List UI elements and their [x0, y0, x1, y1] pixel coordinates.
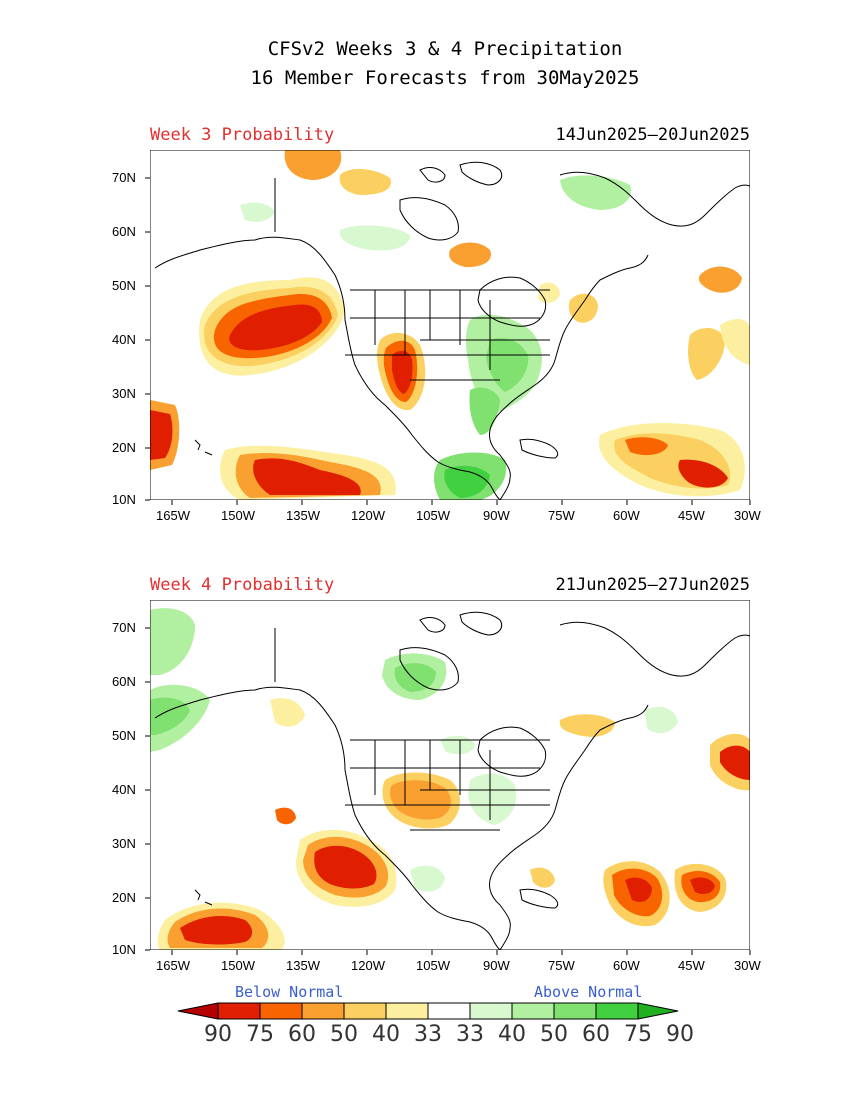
lon-label: 90W: [483, 958, 510, 973]
lon-label: 60W: [613, 508, 640, 523]
panel-2-coastlines: [154, 611, 750, 950]
lon-label: 105W: [416, 958, 450, 973]
lon-label: 60W: [613, 958, 640, 973]
lon-label: 105W: [416, 508, 450, 523]
lat-label: 30N: [112, 836, 136, 851]
legend-swatch: [343, 1002, 387, 1020]
legend-number: 33: [456, 1022, 484, 1047]
lon-label: 75W: [548, 958, 575, 973]
lat-label: 70N: [112, 170, 136, 185]
lon-label: 30W: [734, 958, 761, 973]
legend-number: 33: [414, 1022, 442, 1047]
lat-label: 30N: [112, 386, 136, 401]
panel-2-probability-fill: [150, 608, 750, 950]
lon-label: 165W: [156, 958, 190, 973]
lon-label: 150W: [221, 958, 255, 973]
panel-1-coastlines: [154, 161, 750, 500]
lon-label: 45W: [678, 958, 705, 973]
legend-swatch: [553, 1002, 597, 1020]
lon-label: 135W: [286, 508, 320, 523]
lon-label: 120W: [351, 958, 385, 973]
lon-label: 135W: [286, 958, 320, 973]
legend-number: 60: [288, 1022, 316, 1047]
lat-label: 60N: [112, 674, 136, 689]
lat-label: 60N: [112, 224, 136, 239]
panel-1-probability-fill: [150, 150, 750, 500]
panel-1-ticks: [145, 177, 751, 505]
lat-label: 20N: [112, 440, 136, 455]
legend-arrow-below: [177, 1002, 219, 1020]
panel-2-title: Week 4 Probability: [150, 575, 335, 595]
legend-swatch: [217, 1002, 261, 1020]
legend-number: 40: [372, 1022, 400, 1047]
lat-label: 70N: [112, 620, 136, 635]
legend-number: 75: [246, 1022, 274, 1047]
lat-label: 40N: [112, 332, 136, 347]
lat-label: 10N: [112, 942, 136, 957]
color-legend-bar: [177, 1002, 679, 1020]
panel-2-ticks: [145, 627, 751, 955]
lat-label: 50N: [112, 278, 136, 293]
legend-swatch: [259, 1002, 303, 1020]
lon-label: 75W: [548, 508, 575, 523]
legend-swatch: [427, 1002, 471, 1020]
legend-swatch: [469, 1002, 513, 1020]
legend-number: 60: [582, 1022, 610, 1047]
legend-number: 50: [330, 1022, 358, 1047]
lon-label: 150W: [221, 508, 255, 523]
legend-swatch: [301, 1002, 345, 1020]
panel-2-dates: 21Jun2025—27Jun2025: [555, 575, 750, 595]
legend-below-normal: Below Normal: [235, 983, 344, 1001]
title-line-1: CFSv2 Weeks 3 & 4 Precipitation: [267, 38, 623, 60]
lat-label: 50N: [112, 728, 136, 743]
lon-label: 90W: [483, 508, 510, 523]
legend-swatch: [595, 1002, 639, 1020]
lat-label: 20N: [112, 890, 136, 905]
panel-1-title: Week 3 Probability: [150, 125, 335, 145]
legend-number: 90: [666, 1022, 694, 1047]
lat-label: 40N: [112, 782, 136, 797]
lon-label: 45W: [678, 508, 705, 523]
legend-swatch: [511, 1002, 555, 1020]
panel-2-map: [150, 600, 750, 950]
panel-1-dates: 14Jun2025—20Jun2025: [555, 125, 750, 145]
lon-label: 120W: [351, 508, 385, 523]
lon-label: 30W: [734, 508, 761, 523]
legend-number: 50: [540, 1022, 568, 1047]
legend-number: 40: [498, 1022, 526, 1047]
legend-above-normal: Above Normal: [534, 983, 643, 1001]
lat-label: 10N: [112, 492, 136, 507]
legend-swatch: [385, 1002, 429, 1020]
legend-arrow-above: [637, 1002, 679, 1020]
legend-number: 90: [204, 1022, 232, 1047]
title-line-2: 16 Member Forecasts from 30May2025: [250, 67, 640, 89]
lon-label: 165W: [156, 508, 190, 523]
panel-1-map: [150, 150, 750, 500]
legend-number: 75: [624, 1022, 652, 1047]
